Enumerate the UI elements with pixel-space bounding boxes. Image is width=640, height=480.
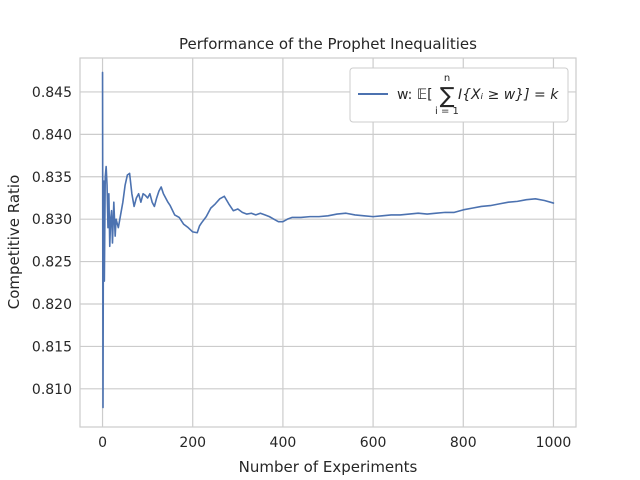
y-tick-label: 0.810 [32, 382, 72, 398]
x-tick-label: 1000 [536, 435, 572, 451]
x-axis-label: Number of Experiments [239, 458, 418, 476]
y-tick-label: 0.815 [32, 339, 72, 355]
series-layer [101, 71, 555, 409]
y-tick-label: 0.820 [32, 297, 72, 313]
y-tick-label: 0.845 [32, 85, 72, 101]
legend-sum-symbol: ∑ [440, 84, 455, 109]
y-tick-label: 0.835 [32, 170, 72, 186]
legend: w: 𝔼[ n ∑ i = 1 I{Xᵢ ≥ w}] = k [349, 67, 569, 123]
x-axis-ticks: 0 200 400 600 800 1000 [98, 435, 571, 451]
legend-series-label: w: 𝔼[ [397, 87, 433, 103]
plot-area-frame [79, 57, 577, 428]
y-tick-label: 0.830 [32, 212, 72, 228]
x-tick-label: 400 [270, 435, 297, 451]
legend-sum-upper: n [444, 73, 450, 84]
legend-series-expression: I{Xᵢ ≥ w}] = k [458, 87, 559, 103]
grid-lines [80, 58, 576, 427]
legend-sum-lower: i = 1 [435, 106, 459, 117]
x-tick-label: 600 [360, 435, 387, 451]
y-tick-label: 0.840 [32, 127, 72, 143]
x-tick-label: 800 [450, 435, 477, 451]
chart-title: Performance of the Prophet Inequalities [179, 35, 477, 53]
y-tick-label: 0.825 [32, 255, 72, 271]
y-axis-label: Competitive Ratio [5, 175, 23, 310]
x-tick-label: 0 [98, 435, 107, 451]
y-axis-ticks: 0.810 0.815 0.820 0.825 0.830 0.835 0.840 0.845 [32, 85, 72, 398]
legend-box [349, 67, 569, 123]
x-tick-label: 200 [179, 435, 206, 451]
series-line [101, 71, 555, 409]
